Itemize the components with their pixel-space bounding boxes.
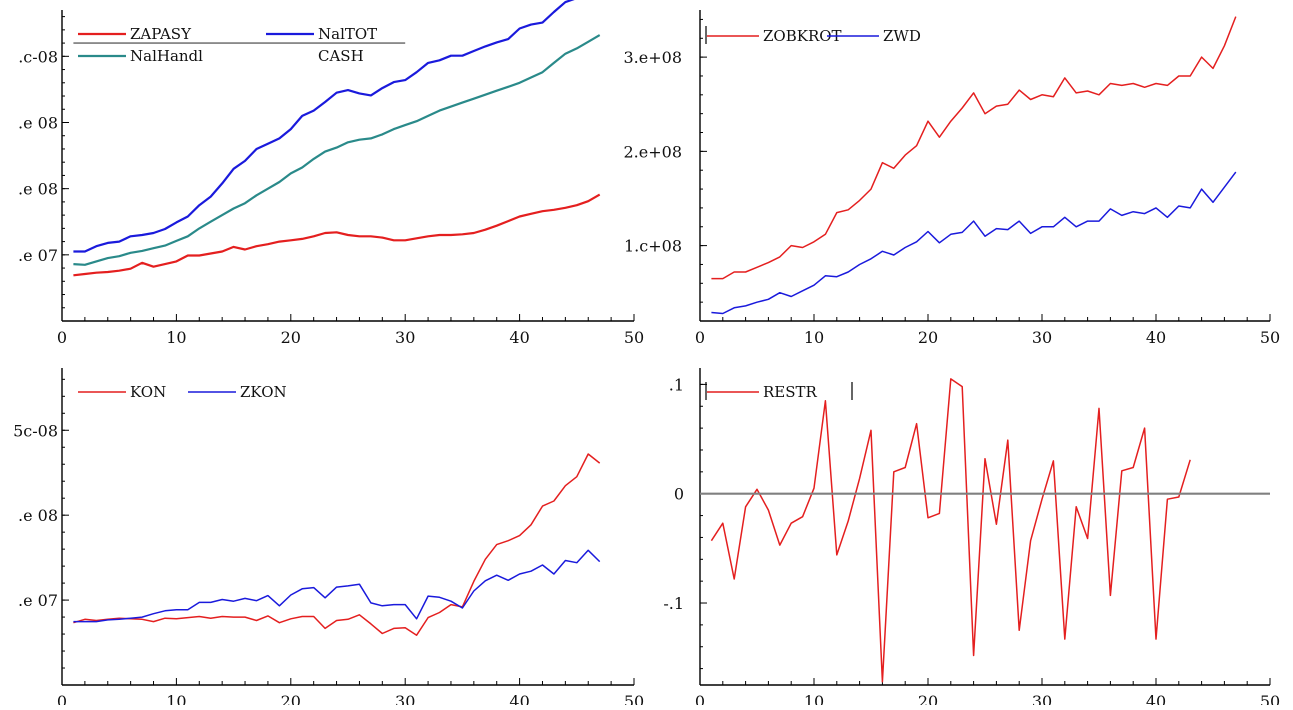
- legend-label-naltot: NalTOT: [318, 25, 377, 43]
- x-tick-label: 20: [281, 692, 301, 705]
- x-tick-label: 20: [281, 328, 301, 347]
- x-tick-label: 0: [57, 328, 67, 347]
- x-tick-label: 40: [509, 328, 529, 347]
- y-tick-label: .e 07: [18, 591, 58, 610]
- series-line-nalhandl: [73, 34, 601, 266]
- series-line-kon: [73, 453, 601, 636]
- x-tick-label: 40: [1146, 692, 1166, 705]
- x-tick-label: 50: [1260, 328, 1280, 347]
- y-tick-label: .1: [669, 375, 684, 394]
- x-tick-label: 30: [1032, 328, 1052, 347]
- x-tick-label: 40: [1146, 328, 1166, 347]
- x-tick-label: 40: [509, 692, 529, 705]
- y-tick-label: 0: [674, 485, 684, 504]
- x-tick-label: 50: [624, 328, 644, 347]
- x-tick-label: 30: [395, 692, 415, 705]
- y-tick-label: .e 08: [18, 113, 58, 132]
- y-tick-label: .e 08: [18, 180, 58, 199]
- series-line-zkon: [73, 549, 601, 623]
- x-tick-label: 0: [57, 692, 67, 705]
- x-tick-label: 50: [624, 692, 644, 705]
- y-tick-label: 5c-08: [13, 421, 58, 440]
- legend: KON ZKON: [78, 383, 287, 401]
- legend: ZOBKROT ZWD: [705, 26, 921, 45]
- legend-label-restr: RESTR: [763, 383, 818, 401]
- x-tick-label: 30: [395, 328, 415, 347]
- y-tick-label: 3.e+08: [624, 48, 683, 67]
- legend: RESTR: [705, 382, 853, 401]
- y-tick-label: .c-08: [18, 47, 58, 66]
- series-line-zwd: [711, 171, 1237, 315]
- series-line-zobkrot: [711, 16, 1237, 280]
- series-line-zapasy: [73, 193, 601, 277]
- legend-label-zobkrot: ZOBKROT: [763, 27, 842, 45]
- y-tick-label: 2.e+08: [624, 142, 683, 161]
- x-tick-label: 30: [1032, 692, 1052, 705]
- x-tick-label: 20: [918, 328, 938, 347]
- legend-label-zapasy: ZAPASY: [130, 25, 192, 43]
- x-tick-label: 0: [695, 328, 705, 347]
- y-tick-label: 1.c+08: [624, 237, 682, 256]
- series-line-restr: [710, 378, 1191, 683]
- x-tick-label: 50: [1260, 692, 1280, 705]
- x-tick-label: 10: [166, 328, 186, 347]
- series-line-naltot: [73, 0, 575, 253]
- x-tick-label: 10: [804, 328, 824, 347]
- legend-label-kon: KON: [130, 383, 166, 401]
- legend-label-nalhandl: NalHandl: [130, 47, 203, 65]
- x-tick-label: 10: [166, 692, 186, 705]
- y-tick-label: .e 07: [18, 246, 58, 265]
- panel-br: 0 10 20 30 40 50 -.1 0 .1 RESTR: [663, 368, 1280, 710]
- panel-tl: 0 10 20 30 40 50 .e 07 .e 08 .e 08 .c-08 ZAPASY Nal…: [18, 0, 644, 347]
- legend-label-cash: CASH: [318, 47, 364, 65]
- y-tick-label: .e 08: [18, 506, 58, 525]
- legend-label-zwd: ZWD: [883, 27, 921, 45]
- legend-label-zkon: ZKON: [240, 383, 287, 401]
- x-tick-label: 0: [695, 692, 705, 705]
- panel-tr: 0 10 20 30 40 50 1.c+08 2.e+08 3.e+08 ZOBKROT ZWD: [624, 10, 1280, 347]
- y-tick-label: -.1: [663, 594, 684, 613]
- x-tick-label: 20: [918, 692, 938, 705]
- legend: ZAPASY NalTOT NalHandl CASH: [78, 25, 377, 65]
- panel-bl: 0 10 20 30 40 50 .e 07 .e 08 5c-08 KON ZKON: [13, 368, 644, 710]
- x-tick-label: 10: [804, 692, 824, 705]
